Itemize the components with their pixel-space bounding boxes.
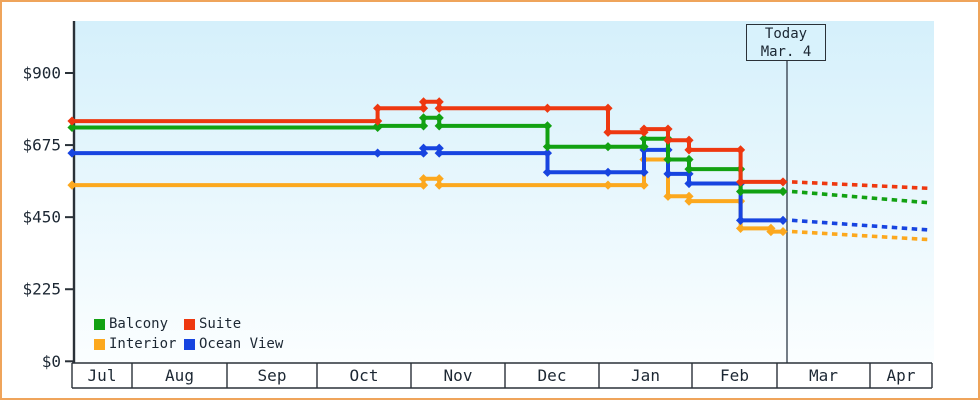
price-point	[778, 177, 788, 187]
price-point	[373, 116, 383, 126]
price-point	[735, 177, 746, 187]
price-point	[663, 124, 673, 134]
price-projection	[791, 189, 930, 205]
price-point	[418, 97, 429, 107]
price-point	[603, 103, 613, 113]
price-point	[434, 103, 444, 113]
price-point	[434, 148, 444, 158]
price-point	[603, 167, 613, 177]
month-label: Jan	[631, 366, 660, 385]
series-suite	[67, 97, 929, 191]
price-point	[542, 142, 553, 152]
price-point	[735, 145, 746, 155]
price-point	[418, 103, 429, 113]
price-point	[663, 191, 673, 201]
price-point	[639, 180, 649, 190]
price-point	[778, 186, 788, 197]
price-point	[434, 180, 444, 190]
price-point	[639, 167, 649, 177]
y-tick-label: $225	[22, 280, 61, 299]
price-point	[684, 135, 694, 145]
month-label: Sep	[258, 366, 287, 385]
price-point	[684, 191, 694, 201]
price-point	[373, 121, 383, 131]
plot-background	[74, 21, 934, 363]
price-point	[542, 167, 553, 177]
price-point	[418, 148, 429, 158]
month-label: Dec	[538, 366, 567, 385]
price-projection	[791, 229, 930, 242]
month-label: Jul	[88, 366, 117, 385]
price-point	[639, 134, 649, 144]
y-tick-label: $0	[42, 352, 61, 371]
price-point	[418, 143, 429, 153]
price-point	[67, 122, 77, 133]
price-point	[434, 97, 444, 107]
price-point	[67, 180, 77, 190]
price-point	[434, 143, 444, 153]
price-point	[603, 127, 613, 137]
series-balcony	[67, 113, 930, 205]
price-point	[766, 226, 776, 237]
price-point	[778, 215, 788, 225]
month-label: Mar	[809, 366, 838, 385]
price-point	[603, 142, 613, 152]
price-point	[684, 154, 694, 165]
month-label: Feb	[720, 366, 749, 385]
price-point	[663, 169, 673, 179]
y-tick-label: $450	[22, 208, 61, 227]
price-point	[663, 154, 673, 165]
price-point	[735, 215, 746, 225]
price-point	[684, 178, 694, 189]
price-point	[373, 103, 383, 113]
price-point	[418, 174, 429, 184]
month-label: Nov	[444, 366, 473, 385]
price-point	[684, 145, 694, 155]
price-point	[418, 180, 429, 190]
price-point	[639, 124, 649, 134]
price-point	[735, 186, 746, 197]
today-box: Today Mar. 4	[746, 24, 826, 61]
price-point	[434, 121, 444, 131]
price-point	[542, 103, 553, 113]
price-point	[684, 164, 694, 174]
price-point	[418, 113, 429, 123]
price-projection	[791, 180, 929, 191]
month-label: Aug	[165, 366, 194, 385]
price-point	[434, 174, 444, 184]
price-point	[542, 121, 553, 131]
price-point	[542, 148, 553, 158]
price-point	[663, 135, 673, 145]
price-point	[67, 148, 77, 158]
price-point	[67, 116, 77, 126]
price-point	[639, 142, 649, 152]
price-point	[418, 121, 429, 131]
price-point	[735, 223, 746, 233]
price-point	[603, 180, 613, 190]
month-label: Oct	[350, 366, 379, 385]
price-point	[684, 196, 694, 206]
y-tick-label: $900	[22, 64, 61, 83]
today-label: Today	[764, 26, 808, 42]
price-point	[434, 113, 444, 123]
price-point	[373, 148, 383, 158]
price-projection	[791, 218, 930, 232]
month-label: Apr	[887, 366, 916, 385]
y-tick-label: $675	[22, 136, 61, 155]
price-point	[684, 169, 694, 179]
price-point	[778, 226, 788, 237]
today-date: Mar. 4	[760, 44, 812, 60]
